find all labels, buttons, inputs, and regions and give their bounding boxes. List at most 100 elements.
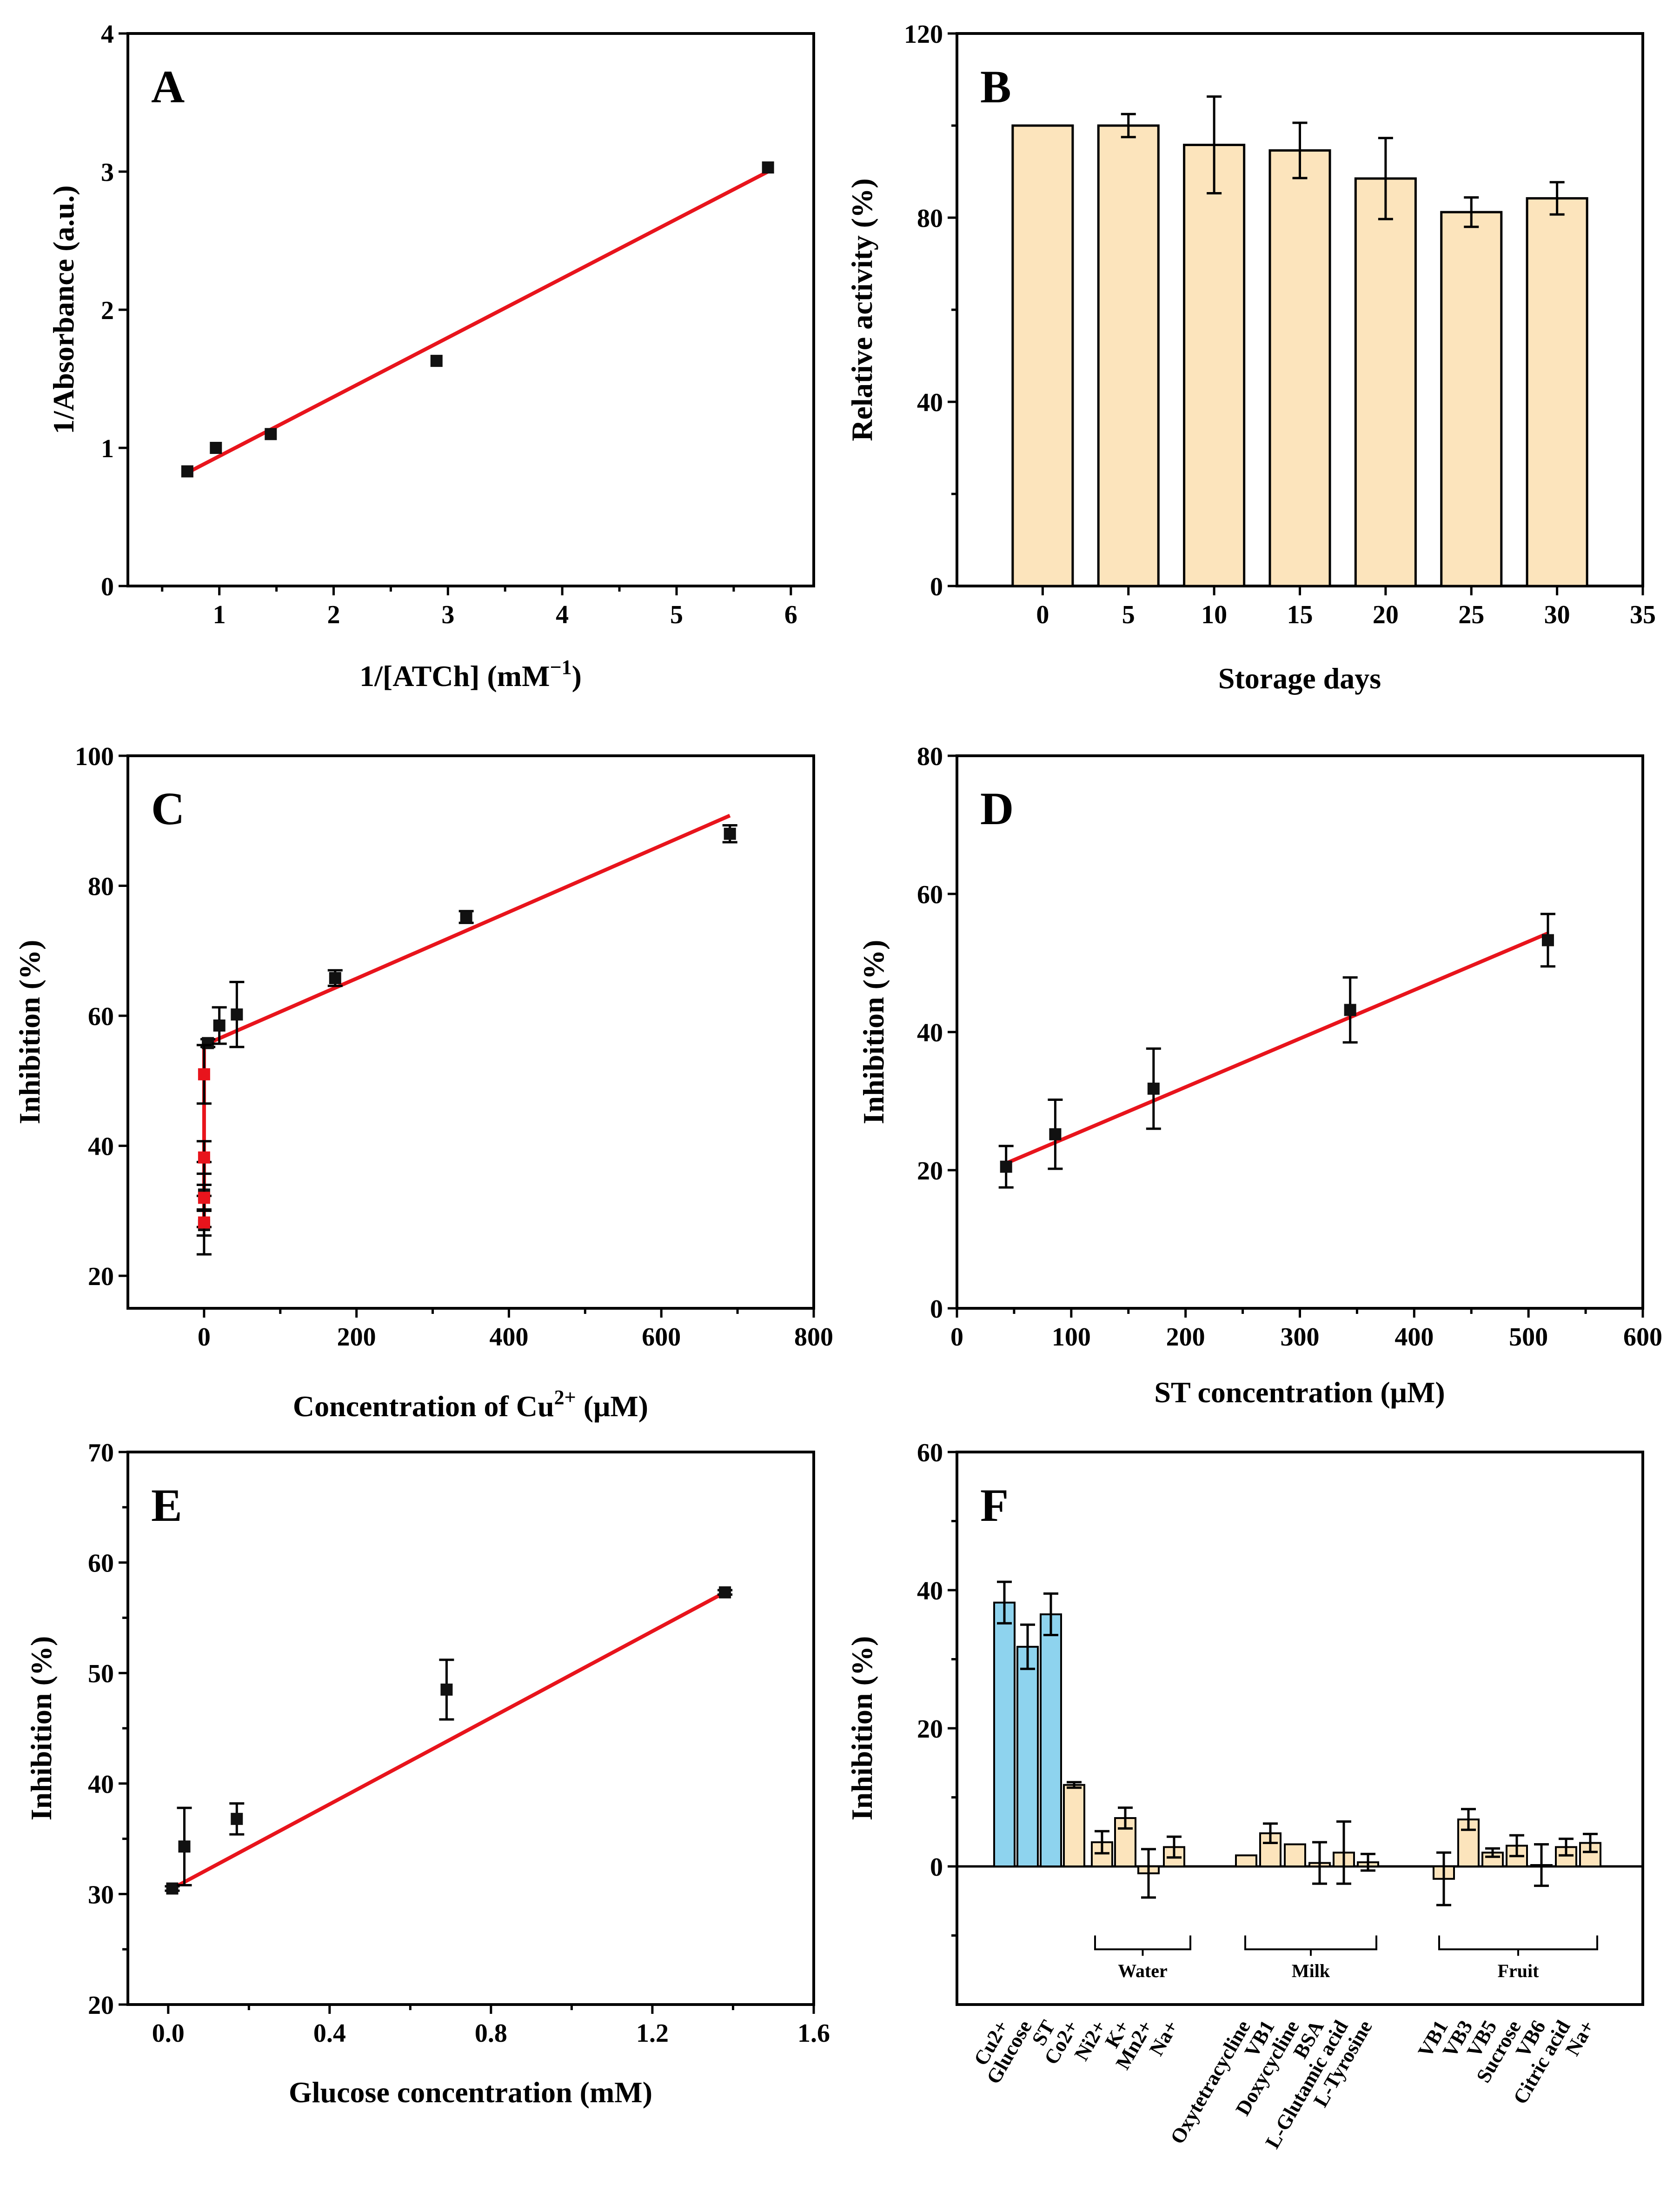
x-tick-label: 0 bbox=[198, 1323, 211, 1352]
x-tick-label: 400 bbox=[489, 1323, 528, 1352]
y-tick-label: 3 bbox=[101, 158, 114, 187]
group-bracket bbox=[1094, 1935, 1191, 1956]
x-tick-label: 600 bbox=[1623, 1323, 1662, 1352]
x-tick-label: 20 bbox=[1373, 600, 1399, 629]
x-tick-label: 5 bbox=[670, 600, 683, 629]
x-category-label: Na+ bbox=[1145, 2017, 1183, 2060]
y-tick-label: 0 bbox=[930, 573, 943, 601]
y-tick-label: 80 bbox=[917, 204, 943, 233]
x-tick-label: 300 bbox=[1281, 1323, 1320, 1352]
data-point bbox=[430, 354, 443, 367]
x-tick-label: 500 bbox=[1509, 1323, 1548, 1352]
x-tick-label: 25 bbox=[1458, 600, 1484, 629]
group-bracket bbox=[1244, 1935, 1377, 1956]
bar bbox=[993, 1601, 1016, 1867]
panel-b-xlabel: Storage days bbox=[1218, 662, 1381, 695]
fit-line bbox=[1005, 931, 1549, 1165]
data-point bbox=[210, 442, 222, 454]
y-tick-label: 100 bbox=[75, 742, 114, 771]
y-tick-label: 60 bbox=[917, 1439, 943, 1467]
fit-line-high bbox=[203, 813, 731, 1047]
panel-e-ylabel: Inhibition (%) bbox=[25, 1636, 58, 1821]
data-point bbox=[724, 827, 736, 840]
panel-a: 1 2 3 4 5 6 0 1 2 3 4 A 1/[ATCh] (mM−1) 1/Absorban… bbox=[47, 20, 815, 693]
x-tick-label: 35 bbox=[1630, 600, 1656, 629]
y-tick-label: 0 bbox=[101, 573, 114, 601]
x-category-label: Na+ bbox=[1561, 2017, 1599, 2060]
bar bbox=[1284, 1843, 1306, 1867]
group-label: Water bbox=[1118, 1960, 1168, 1981]
data-point bbox=[440, 1683, 453, 1696]
panel-e: 0.0 0.4 0.8 1.2 1.6 20 30 40 50 60 70 E Glucose co… bbox=[25, 1439, 830, 2109]
data-point bbox=[231, 1008, 243, 1021]
panel-d: 0 100 200 300 400 500 600 0 20 40 60 80 D ST concen… bbox=[857, 742, 1662, 1409]
panel-e-xlabel: Glucose concentration (mM) bbox=[289, 2076, 652, 2109]
y-tick-label: 20 bbox=[917, 1715, 943, 1744]
panel-f-letter: F bbox=[980, 1479, 1009, 1531]
panel-b: 0 5 10 15 20 25 30 35 0 40 80 120 B Storage days Re… bbox=[845, 20, 1656, 695]
group-bracket bbox=[1438, 1935, 1598, 1956]
data-point-red bbox=[198, 1216, 210, 1229]
bar bbox=[1235, 1854, 1257, 1867]
x-tick-label: 0.4 bbox=[313, 2019, 346, 2048]
x-tick-label: 1.2 bbox=[636, 2019, 669, 2048]
y-tick-label: 40 bbox=[917, 1019, 943, 1047]
bar bbox=[1354, 177, 1417, 587]
panel-c: 0 200 400 600 800 20 40 60 80 100 C Concentration… bbox=[13, 742, 833, 1423]
x-tick-label: 6 bbox=[784, 600, 797, 629]
y-tick-label: 60 bbox=[88, 1549, 114, 1578]
panel-f-ylabel: Inhibition (%) bbox=[845, 1636, 878, 1821]
group-label: Milk bbox=[1292, 1960, 1330, 1981]
panel-b-ylabel: Relative activity (%) bbox=[845, 178, 878, 441]
x-tick-label: 15 bbox=[1287, 600, 1313, 629]
y-tick-label: 2 bbox=[101, 296, 114, 325]
x-tick-label: 600 bbox=[642, 1323, 681, 1352]
y-tick-label: 80 bbox=[917, 742, 943, 771]
y-tick-label: 80 bbox=[88, 873, 114, 901]
y-tick-label: 0 bbox=[930, 1295, 943, 1324]
y-tick-label: 120 bbox=[904, 20, 943, 49]
data-point bbox=[329, 972, 341, 984]
x-tick-label: 800 bbox=[794, 1323, 833, 1352]
data-point bbox=[166, 1882, 179, 1895]
y-tick-label: 50 bbox=[88, 1659, 114, 1688]
bar bbox=[1063, 1784, 1085, 1868]
data-point bbox=[719, 1586, 731, 1599]
bar bbox=[1016, 1645, 1039, 1868]
y-tick-label: 20 bbox=[88, 1991, 114, 2020]
data-point bbox=[1147, 1082, 1160, 1095]
fit-line bbox=[186, 170, 769, 475]
x-tick-label: 3 bbox=[441, 600, 454, 629]
data-point bbox=[1541, 934, 1554, 946]
y-tick-label: 40 bbox=[917, 388, 943, 417]
data-point bbox=[265, 428, 277, 440]
y-tick-label: 4 bbox=[101, 20, 114, 49]
data-point-red bbox=[198, 1068, 210, 1080]
x-tick-label: 200 bbox=[1166, 1323, 1205, 1352]
y-tick-label: 0 bbox=[930, 1853, 943, 1882]
bar bbox=[1097, 124, 1160, 587]
panel-c-xlabel: Concentration of Cu2+ (μM) bbox=[293, 1386, 648, 1423]
y-tick-label: 20 bbox=[88, 1262, 114, 1291]
data-point bbox=[231, 1812, 243, 1825]
panel-d-frame bbox=[956, 754, 1644, 1310]
bar bbox=[1011, 124, 1074, 587]
group-label: Fruit bbox=[1498, 1960, 1540, 1981]
panel-c-frame bbox=[126, 754, 815, 1310]
panel-f: Cu2+GlucoseSTCo2+Ni2+K+Mn2+Na+Oxytetracy… bbox=[845, 1439, 1644, 2152]
panel-a-ylabel: 1/Absorbance (a.u.) bbox=[47, 185, 80, 434]
panel-a-letter: A bbox=[151, 61, 185, 113]
x-tick-label: 5 bbox=[1122, 600, 1135, 629]
x-tick-label: 4 bbox=[556, 600, 569, 629]
data-point bbox=[178, 1840, 191, 1853]
data-point bbox=[181, 465, 193, 478]
x-tick-label: 2 bbox=[327, 600, 340, 629]
data-point bbox=[1049, 1128, 1062, 1140]
panel-e-letter: E bbox=[151, 1479, 182, 1531]
bar bbox=[1268, 149, 1331, 587]
data-point-red bbox=[198, 1151, 210, 1164]
y-tick-label: 40 bbox=[88, 1132, 114, 1161]
data-point bbox=[1344, 1004, 1356, 1016]
panel-c-letter: C bbox=[151, 783, 185, 834]
